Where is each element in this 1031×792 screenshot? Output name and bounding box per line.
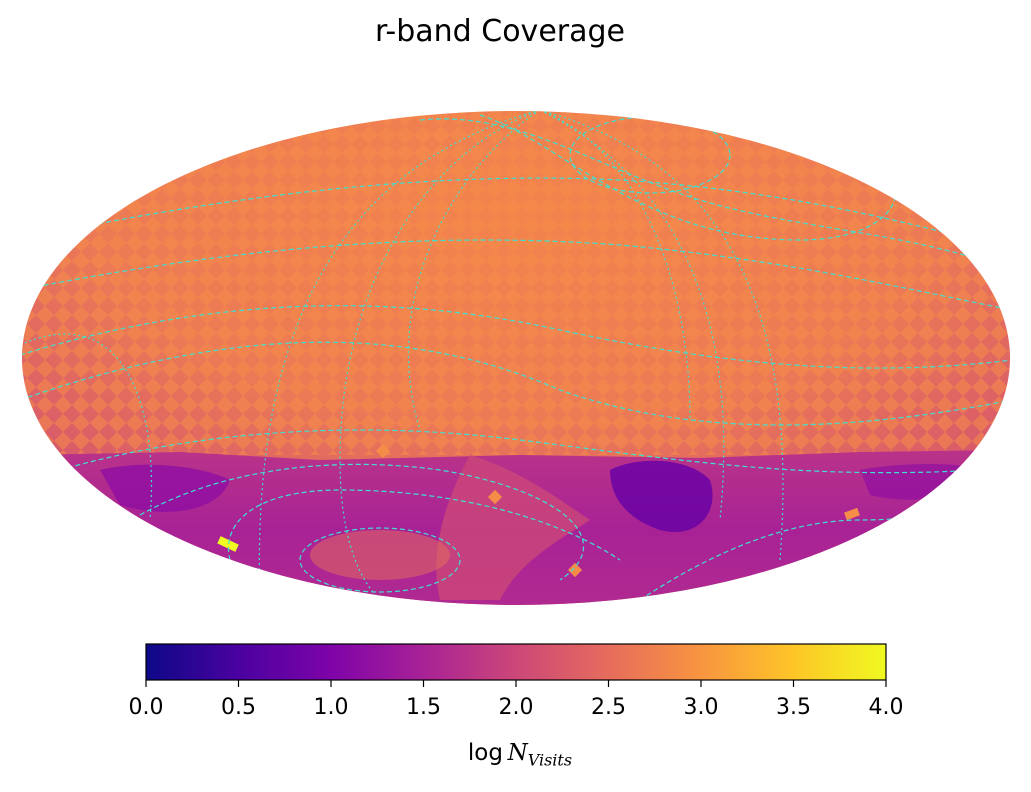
colorbar: 0.0 0.5 1.0 1.5 2.0 2.5 3.0 3.5 4.0	[129, 643, 904, 720]
overlay-curve	[22, 341, 1010, 426]
colorbar-tick-label: 1.5	[406, 695, 441, 720]
overlay-curve	[228, 489, 621, 561]
colorbar-ticks: 0.0 0.5 1.0 1.5 2.0 2.5 3.0 3.5 4.0	[129, 680, 904, 720]
overlay-curve	[139, 463, 584, 581]
overlay-curve	[59, 429, 981, 474]
bright-spot	[375, 443, 391, 459]
overlay-curve	[479, 114, 897, 241]
overlay-curve	[22, 239, 1010, 311]
bright-spot	[567, 562, 583, 578]
colorbar-label-prefix: log	[467, 740, 503, 766]
overlay-curve	[22, 305, 1010, 369]
colorbar-tick-label: 0.0	[129, 695, 164, 720]
overlay-curve	[22, 177, 1010, 251]
colorbar-label-subscript: Visits	[527, 750, 573, 770]
south-warm-patch	[310, 530, 450, 580]
overlay-loop	[299, 527, 461, 593]
bright-spot	[487, 489, 503, 505]
bright-spot	[844, 507, 860, 521]
overlay-meridian	[22, 333, 153, 521]
overlay-loop	[569, 116, 731, 194]
chart-title: r-band Coverage	[375, 14, 625, 49]
overlay-meridian	[539, 111, 691, 421]
north-texture	[22, 111, 1010, 455]
colorbar-gradient	[145, 643, 887, 681]
colorbar-tick-label: 1.0	[314, 695, 349, 720]
south-mid-band	[436, 455, 590, 600]
low-coverage-patch	[610, 460, 713, 532]
colorbar-tick-label: 3.0	[684, 695, 719, 720]
colorbar-tick-label: 3.5	[776, 695, 811, 720]
overlay-meridian	[339, 111, 541, 601]
overlay-meridian	[539, 111, 784, 561]
colorbar-tick-label: 0.5	[221, 695, 256, 720]
brightest-spot	[217, 536, 239, 552]
coordinate-overlay	[22, 111, 1010, 601]
sky-map	[22, 111, 1010, 605]
overlay-curve	[419, 118, 1010, 271]
colorbar-tick-label: 2.0	[499, 695, 534, 720]
colorbar-label-symbol: N	[507, 740, 528, 766]
colorbar-tick-label: 4.0	[869, 695, 904, 720]
low-coverage-patch-east	[860, 464, 990, 500]
colorbar-tick-label: 2.5	[591, 695, 626, 720]
colorbar-label: log NVisits	[420, 740, 620, 770]
overlay-meridian	[258, 111, 541, 601]
overlay-meridian	[539, 111, 725, 521]
low-coverage-patch-west	[100, 464, 230, 512]
